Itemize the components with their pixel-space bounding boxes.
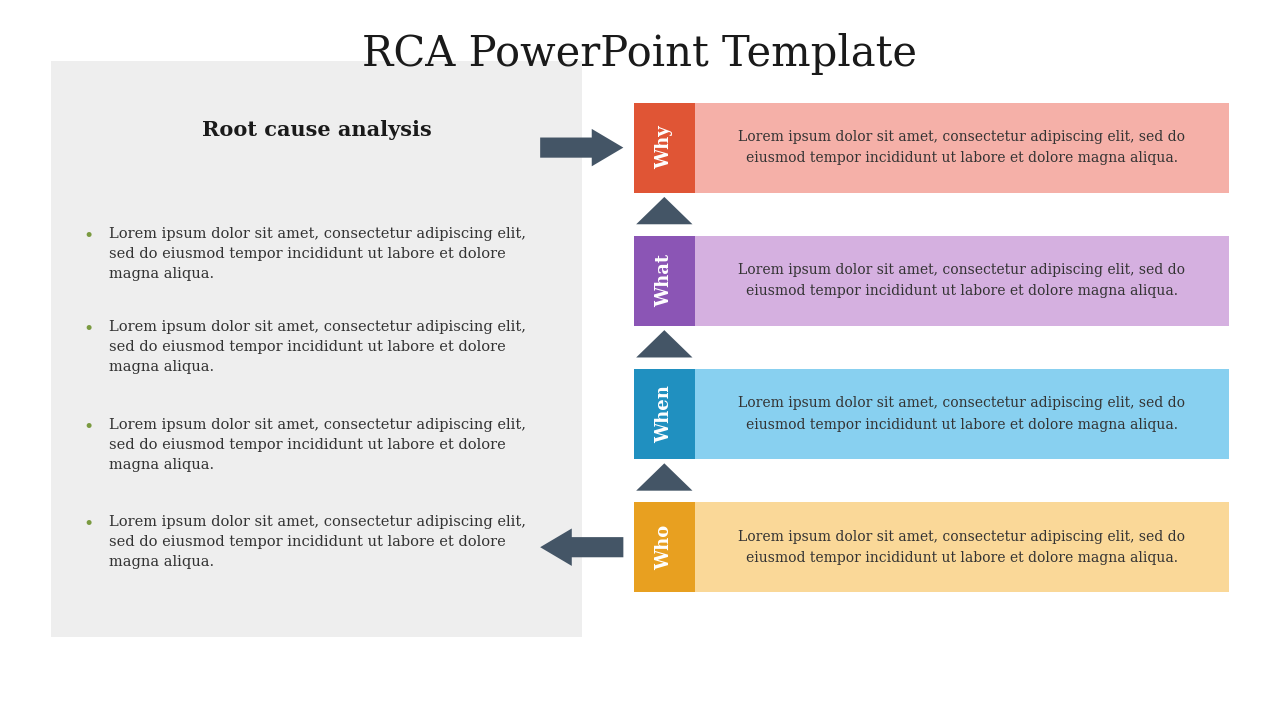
Polygon shape: [636, 330, 692, 358]
Text: Lorem ipsum dolor sit amet, consectetur adipiscing elit,
sed do eiusmod tempor i: Lorem ipsum dolor sit amet, consectetur …: [109, 418, 526, 472]
Text: •: •: [83, 418, 93, 436]
FancyBboxPatch shape: [634, 236, 695, 325]
Text: Who: Who: [655, 525, 673, 570]
Text: Lorem ipsum dolor sit amet, consectetur adipiscing elit, sed do
eiusmod tempor i: Lorem ipsum dolor sit amet, consectetur …: [739, 530, 1185, 564]
Text: Lorem ipsum dolor sit amet, consectetur adipiscing elit,
sed do eiusmod tempor i: Lorem ipsum dolor sit amet, consectetur …: [109, 515, 526, 569]
Text: Lorem ipsum dolor sit amet, consectetur adipiscing elit,
sed do eiusmod tempor i: Lorem ipsum dolor sit amet, consectetur …: [109, 320, 526, 374]
Text: •: •: [83, 320, 93, 338]
FancyBboxPatch shape: [634, 369, 695, 459]
Polygon shape: [636, 197, 692, 224]
Text: Root cause analysis: Root cause analysis: [202, 120, 431, 140]
Text: Lorem ipsum dolor sit amet, consectetur adipiscing elit, sed do
eiusmod tempor i: Lorem ipsum dolor sit amet, consectetur …: [739, 264, 1185, 298]
FancyBboxPatch shape: [695, 236, 1229, 325]
Text: What: What: [655, 254, 673, 307]
FancyBboxPatch shape: [695, 503, 1229, 592]
Polygon shape: [636, 464, 692, 491]
Text: •: •: [83, 227, 93, 245]
Text: Lorem ipsum dolor sit amet, consectetur adipiscing elit,
sed do eiusmod tempor i: Lorem ipsum dolor sit amet, consectetur …: [109, 227, 526, 281]
FancyBboxPatch shape: [51, 61, 582, 637]
FancyBboxPatch shape: [634, 503, 695, 592]
Polygon shape: [540, 129, 623, 166]
Text: Lorem ipsum dolor sit amet, consectetur adipiscing elit, sed do
eiusmod tempor i: Lorem ipsum dolor sit amet, consectetur …: [739, 397, 1185, 431]
Text: When: When: [655, 385, 673, 443]
Text: RCA PowerPoint Template: RCA PowerPoint Template: [362, 33, 918, 75]
FancyBboxPatch shape: [695, 369, 1229, 459]
Text: Lorem ipsum dolor sit amet, consectetur adipiscing elit, sed do
eiusmod tempor i: Lorem ipsum dolor sit amet, consectetur …: [739, 130, 1185, 165]
Polygon shape: [540, 528, 623, 566]
Text: Why: Why: [655, 126, 673, 169]
FancyBboxPatch shape: [695, 102, 1229, 192]
FancyBboxPatch shape: [634, 102, 695, 192]
Text: •: •: [83, 515, 93, 533]
